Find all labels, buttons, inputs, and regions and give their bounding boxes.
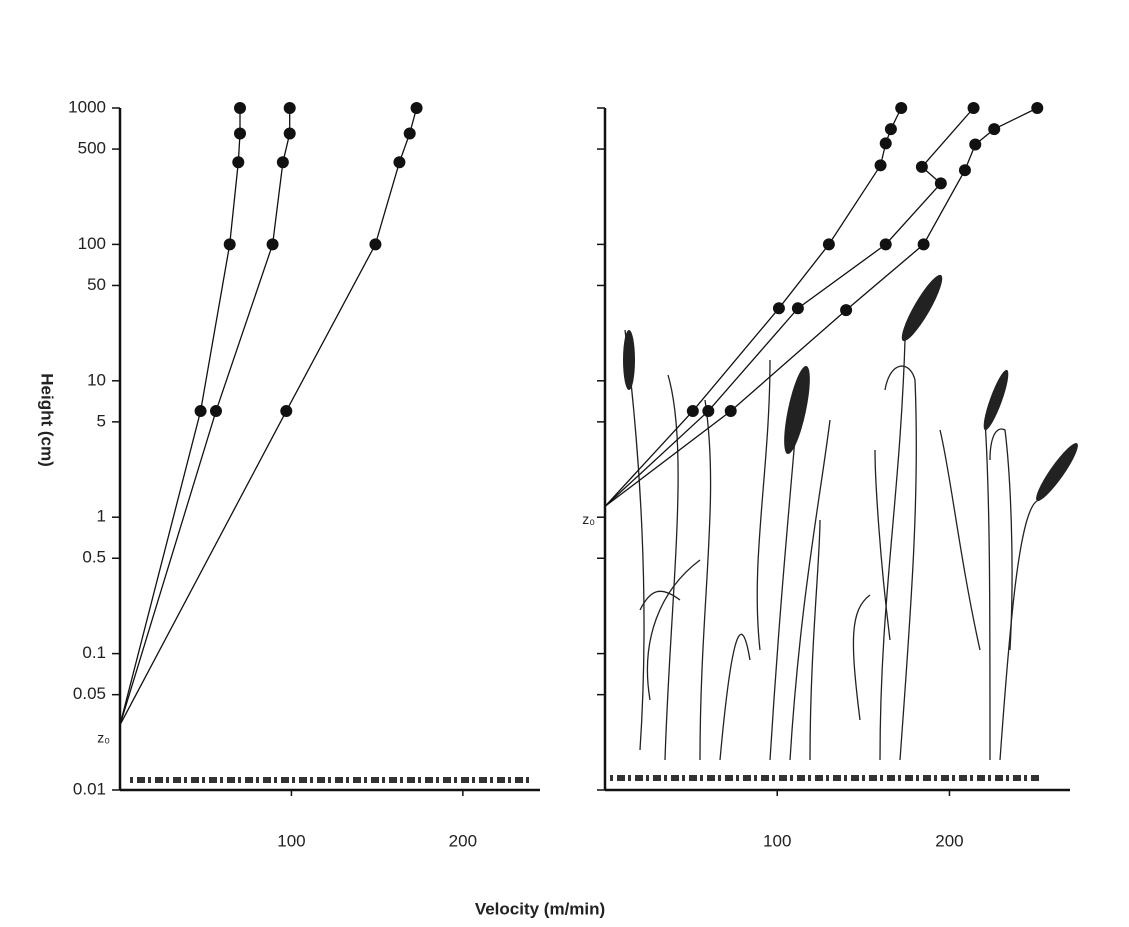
- x-tick-label: 100: [763, 831, 791, 850]
- data-point: [772, 302, 785, 315]
- vegetation: [130, 274, 1078, 783]
- data-point: [232, 156, 245, 169]
- y-tick-label: 100: [78, 234, 106, 253]
- y-tick-label: 500: [78, 139, 106, 158]
- profile-line: [604, 107, 902, 507]
- y-tick-label: 1000: [68, 97, 106, 116]
- data-point: [283, 127, 296, 140]
- data-point: [369, 238, 382, 251]
- data-point: [223, 238, 236, 251]
- data-point: [194, 405, 207, 418]
- y-tick-label: 50: [87, 275, 106, 294]
- profile-line: [119, 108, 241, 726]
- y-tick-label: 0.01: [73, 779, 106, 798]
- data-point: [874, 159, 887, 172]
- data-point: [234, 127, 246, 140]
- x-tick-label: 200: [449, 831, 477, 850]
- data-point: [234, 102, 246, 114]
- data-point: [276, 156, 289, 169]
- data-point: [266, 238, 279, 251]
- data-point: [879, 137, 892, 150]
- data-point: [283, 102, 296, 114]
- data-point: [791, 302, 804, 315]
- data-point: [969, 138, 982, 151]
- y-axis-label: Height (cm): [38, 373, 57, 467]
- y-tick-label: 1: [97, 507, 106, 526]
- data-point: [822, 238, 835, 251]
- data-point: [410, 102, 423, 114]
- data-point: [958, 164, 971, 177]
- data-point: [724, 405, 737, 418]
- x-tick-label: 200: [935, 831, 963, 850]
- data-point: [879, 238, 892, 251]
- data-point: [840, 304, 853, 317]
- data-point: [686, 405, 699, 418]
- profile-line: [119, 108, 291, 726]
- y-tick-label: 5: [97, 411, 106, 430]
- data-point: [280, 405, 293, 418]
- z0-label: z₀: [97, 730, 110, 746]
- data-point: [210, 405, 222, 418]
- data-point: [895, 102, 908, 114]
- data-point: [403, 127, 416, 140]
- y-tick-label: 0.5: [82, 548, 106, 567]
- data-point: [884, 123, 897, 136]
- data-point: [917, 238, 930, 251]
- y-tick-label: 0.1: [82, 643, 106, 662]
- data-point: [702, 405, 715, 418]
- data-point: [988, 123, 1001, 136]
- x-tick-label: 100: [277, 831, 305, 850]
- data-point: [934, 177, 947, 190]
- profile-line: [119, 107, 418, 726]
- data-point: [967, 102, 980, 114]
- x-axis-label: Velocity (m/min): [475, 899, 605, 918]
- data-point: [393, 156, 406, 169]
- data-point: [1031, 102, 1044, 114]
- y-tick-label: 10: [87, 370, 106, 389]
- data-point: [915, 160, 928, 173]
- z0-label: z₀: [582, 511, 595, 527]
- y-tick-label: 0.05: [73, 684, 106, 703]
